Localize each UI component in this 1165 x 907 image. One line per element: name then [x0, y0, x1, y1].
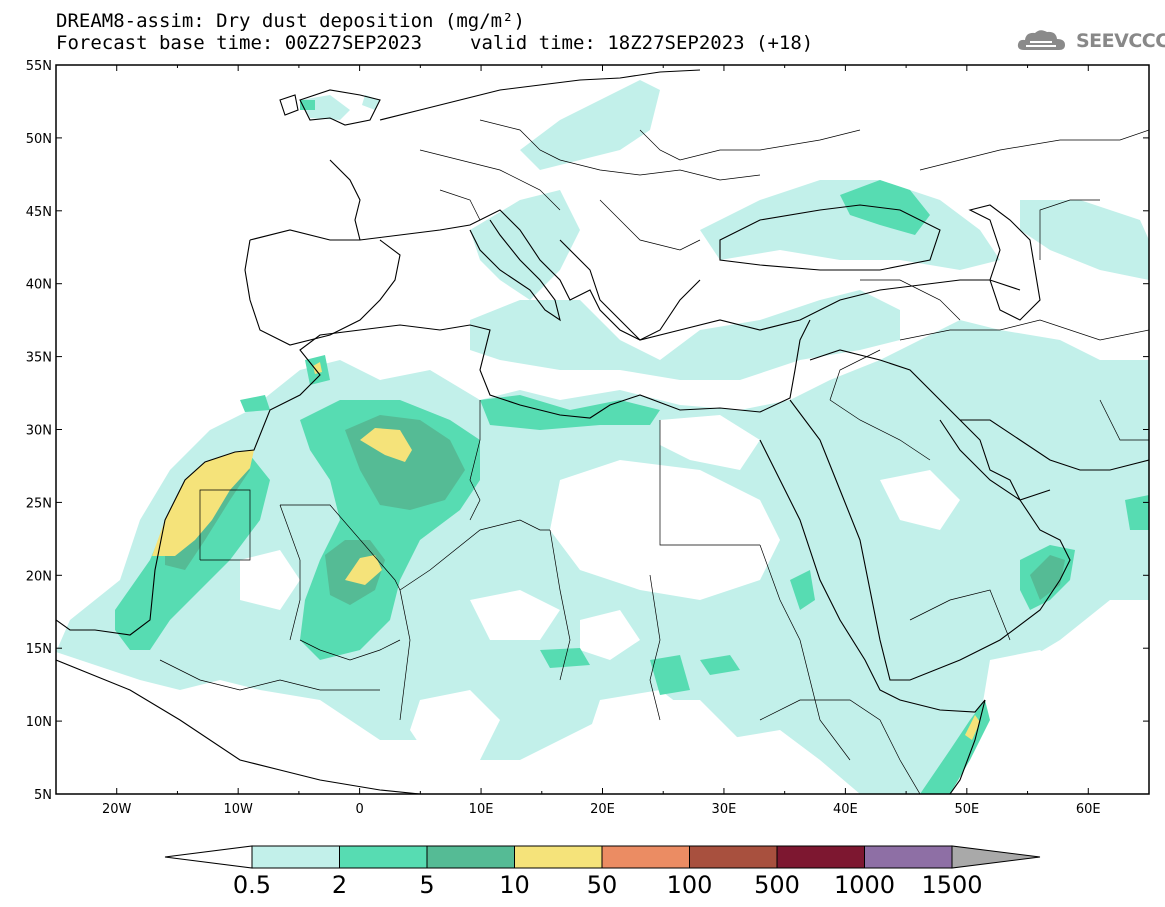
lon-label: 20E — [590, 802, 615, 817]
colorbar-label: 100 — [667, 871, 713, 899]
colorbar-label: 1000 — [834, 871, 895, 899]
seevccc-logo: SEEVCCC — [1016, 26, 1165, 56]
colorbar-label: 0.5 — [233, 871, 271, 899]
lon-label: 30E — [712, 802, 737, 817]
colorbar-swatch — [601, 845, 690, 869]
forecast-base-time: Forecast base time: 00Z27SEP2023 — [56, 32, 423, 54]
colorbar-swatch — [339, 845, 428, 869]
colorbar-label: 2 — [332, 871, 347, 899]
colorbar-label: 10 — [499, 871, 530, 899]
lon-label: 20W — [102, 802, 132, 817]
colorbar-swatch — [776, 845, 865, 869]
valid-time: valid time: 18Z27SEP2023 (+18) — [470, 32, 814, 54]
country-borders — [159, 119, 1149, 794]
colorbar-label: 5 — [419, 871, 434, 899]
colorbar-over-arrow — [951, 845, 1041, 869]
deposition-high — [152, 362, 980, 740]
latitude-axis: 55N 50N 45N 40N 35N 30N 25N 20N 15N 10N 5N — [26, 59, 1149, 803]
cloud-icon — [1017, 30, 1065, 50]
map-subtitle: Forecast base time: 00Z27SEP2023 valid ti… — [56, 32, 813, 54]
lon-label: 10W — [223, 802, 253, 817]
lon-label: 10E — [469, 802, 494, 817]
lat-label: 50N — [26, 132, 52, 147]
longitude-axis: 20W 10W 0 10E 20E 30E 40E 50E 60E — [55, 65, 1150, 817]
lon-label: 0 — [355, 802, 363, 817]
lat-label: 40N — [26, 278, 52, 293]
lon-label: 60E — [1076, 802, 1101, 817]
lat-label: 25N — [26, 496, 52, 511]
lat-label: 10N — [26, 715, 52, 730]
lat-label: 30N — [26, 424, 52, 439]
logo-text: SEEVCCC — [1076, 30, 1165, 52]
colorbar-swatch — [426, 845, 515, 869]
deposition-field — [56, 69, 1149, 794]
coastlines — [56, 69, 1149, 794]
colorbar-swatch — [514, 845, 603, 869]
lat-label: 35N — [26, 351, 52, 366]
lat-label: 55N — [26, 59, 52, 74]
lat-label: 45N — [26, 205, 52, 220]
lon-label: 40E — [833, 802, 858, 817]
lat-label: 15N — [26, 642, 52, 657]
colorbar-swatch — [689, 845, 778, 869]
lat-label: 5N — [34, 788, 52, 803]
colorbar-swatch — [864, 845, 953, 869]
map-title: DREAM8-assim: Dry dust deposition (mg/m²… — [56, 10, 525, 32]
colorbar-swatch — [251, 845, 340, 869]
lat-label: 20N — [26, 569, 52, 584]
colorbar: 0.5 2 5 10 50 100 500 1000 1500 — [164, 845, 1041, 899]
colorbar-under-arrow — [164, 845, 253, 869]
colorbar-label: 1500 — [921, 871, 982, 899]
deposition-gaps — [160, 415, 1149, 794]
lon-label: 50E — [954, 802, 979, 817]
deposition-light — [56, 80, 1149, 794]
colorbar-label: 500 — [754, 871, 800, 899]
colorbar-label: 50 — [587, 871, 618, 899]
